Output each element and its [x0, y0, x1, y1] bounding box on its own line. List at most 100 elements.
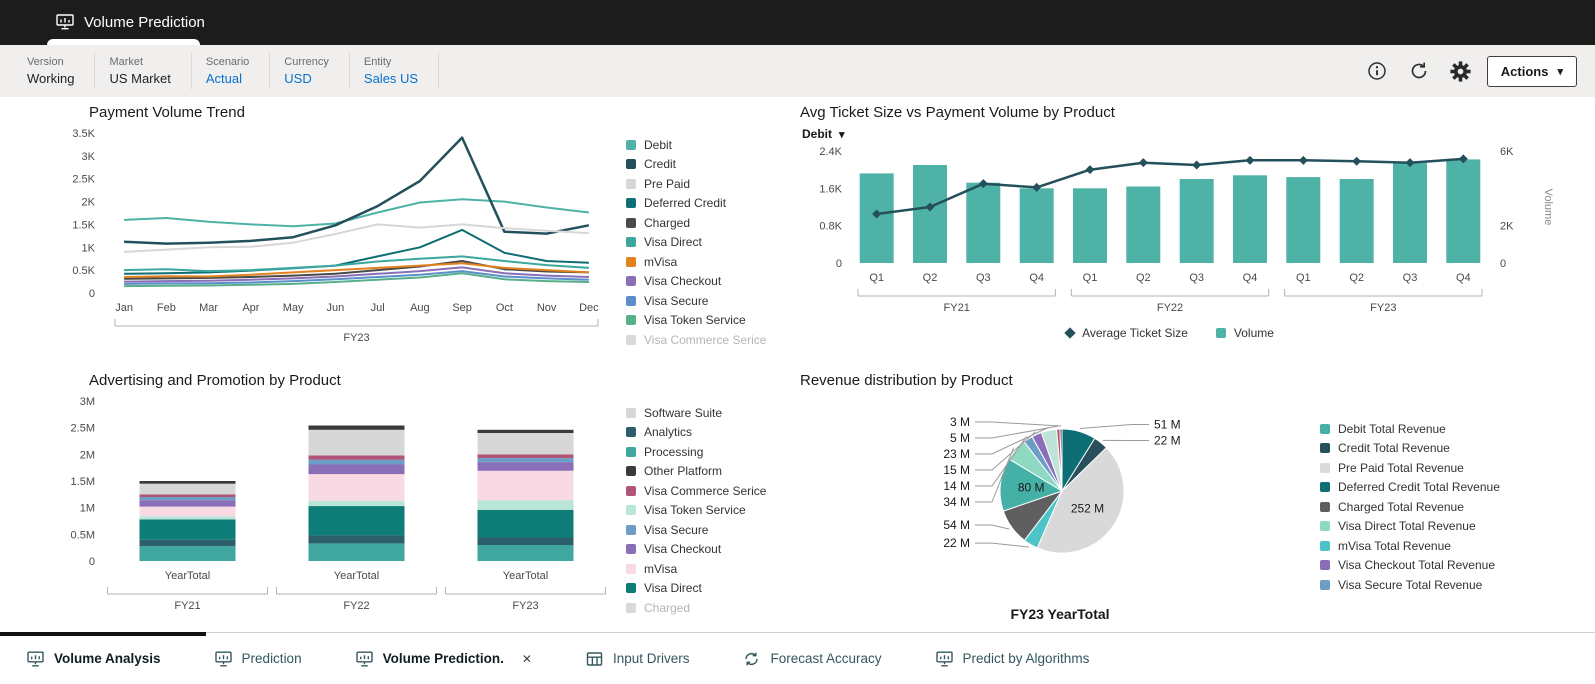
tab-input-drivers[interactable]: Input Drivers	[559, 633, 717, 684]
panel-revenue-distribution: Revenue distribution by Product 252 M 80 …	[800, 368, 1592, 630]
tab-prediction[interactable]: Prediction	[188, 633, 329, 684]
legend-item[interactable]: Credit	[626, 155, 786, 175]
legend-item[interactable]: mVisa Total Revenue	[1320, 536, 1580, 556]
legend-item[interactable]: Visa Checkout	[626, 272, 786, 292]
tab-predict-by-algorithms[interactable]: Predict by Algorithms	[909, 633, 1117, 684]
legend-item[interactable]: Processing	[626, 442, 786, 462]
legend-label: mVisa	[644, 254, 678, 269]
dashboard-icon	[935, 651, 953, 667]
legend-item[interactable]: Other Platform	[626, 462, 786, 482]
legend-swatch	[626, 256, 636, 267]
legend-item[interactable]: Average Ticket Size	[1064, 326, 1188, 340]
info-icon	[1368, 62, 1386, 80]
legend-item[interactable]: Visa Direct Total Revenue	[1320, 517, 1580, 537]
legend-label: Visa Checkout	[644, 542, 722, 557]
legend-item[interactable]: Visa Direct	[626, 233, 786, 253]
svg-text:FY23: FY23	[512, 600, 538, 612]
svg-text:Q2: Q2	[923, 272, 938, 284]
pov-item-scenario[interactable]: Scenario Actual	[192, 53, 271, 89]
svg-text:Nov: Nov	[537, 302, 557, 314]
svg-text:Q3: Q3	[976, 272, 991, 284]
pie-slice[interactable]	[1059, 428, 1063, 492]
legend-swatch	[1320, 560, 1330, 571]
legend-item[interactable]: Visa Commerce Serice	[626, 330, 786, 350]
legend-swatch	[626, 295, 636, 306]
pov-item-version[interactable]: Version Working	[27, 53, 96, 89]
advertising-legend: Software Suite Analytics Processing Other P…	[626, 389, 786, 618]
svg-text:0: 0	[89, 556, 95, 568]
svg-text:YearTotal: YearTotal	[503, 570, 548, 582]
legend-item[interactable]: Software Suite	[626, 403, 786, 423]
svg-text:51 M: 51 M	[1154, 418, 1181, 432]
legend-item[interactable]: Debit Total Revenue	[1320, 419, 1580, 439]
product-filter-dropdown[interactable]: Debit ▾	[802, 127, 872, 141]
pov-value[interactable]: USD	[284, 71, 312, 86]
tab-forecast-accuracy[interactable]: Forecast Accuracy	[716, 633, 908, 684]
legend-item[interactable]: Visa Token Service	[626, 311, 786, 331]
pov-bar: Version Working Market US Market Scenari…	[0, 45, 1595, 97]
legend-item[interactable]: Analytics	[626, 423, 786, 443]
legend-item[interactable]: Deferred Credit Total Revenue	[1320, 478, 1580, 498]
legend-swatch	[1320, 540, 1330, 551]
refresh-button[interactable]	[1403, 55, 1435, 87]
pov-value[interactable]: Working	[27, 71, 75, 86]
legend-item[interactable]: Visa Secure	[626, 520, 786, 540]
tab-label: Forecast Accuracy	[770, 651, 882, 666]
svg-text:Q3: Q3	[1403, 272, 1418, 284]
pov-value[interactable]: US Market	[109, 71, 171, 86]
settings-button[interactable]	[1445, 55, 1477, 87]
tab-close-icon[interactable]: ✕	[521, 651, 532, 666]
pov-item-market[interactable]: Market US Market	[95, 53, 192, 89]
actions-button[interactable]: Actions ▾	[1486, 55, 1577, 87]
legend-item[interactable]: Deferred Credit	[626, 194, 786, 214]
pov-label: Market	[109, 56, 144, 68]
legend-item[interactable]: mVisa	[626, 559, 786, 579]
legend-item[interactable]: Visa Checkout	[626, 540, 786, 560]
forecast-accuracy-icon	[743, 651, 760, 667]
info-button[interactable]	[1361, 55, 1393, 87]
legend-swatch	[626, 505, 636, 516]
legend-item[interactable]: Visa Secure	[626, 291, 786, 311]
pov-value[interactable]: Sales US	[363, 71, 419, 86]
pie-chart[interactable]: 252 M 80 M 3 M 5 M 23 M 15 M 14 M 34 M 54 M 22 M 5…	[800, 395, 1320, 607]
svg-text:0: 0	[89, 288, 95, 300]
pov-item-entity[interactable]: Entity Sales US	[350, 53, 440, 89]
legend-item[interactable]: Debit	[626, 135, 786, 155]
legend-item[interactable]: Visa Secure Total Revenue	[1320, 575, 1580, 595]
pov-value[interactable]: Actual	[205, 71, 242, 86]
pie-slice[interactable]	[1036, 446, 1125, 554]
combo-chart[interactable]: 0 0.8K 1.6K 2.4K 0 2K 6K Volume Q1 Q2 Q3 Q4 Q1 Q2 Q3 Q4…	[800, 141, 1570, 319]
legend-label: Visa Checkout	[644, 274, 722, 289]
svg-text:22 M: 22 M	[1154, 434, 1181, 448]
legend-item[interactable]: Charged	[626, 213, 786, 233]
legend-swatch	[626, 237, 636, 248]
tab-volume-prediction[interactable]: Volume Prediction. ✕	[329, 633, 559, 684]
legend-item[interactable]: Charged Total Revenue	[1320, 497, 1580, 517]
legend-item[interactable]: Visa Direct	[626, 579, 786, 599]
svg-text:0.5M: 0.5M	[71, 529, 95, 541]
svg-text:6K: 6K	[1500, 146, 1514, 158]
legend-label: Debit Total Revenue	[1338, 421, 1446, 436]
legend-label: Visa Direct	[644, 581, 702, 596]
tab-label: Volume Prediction.	[382, 651, 504, 666]
svg-text:YearTotal: YearTotal	[334, 570, 379, 582]
legend-item[interactable]: Visa Checkout Total Revenue	[1320, 556, 1580, 576]
pie-caption: FY23 YearTotal	[1010, 606, 1110, 622]
tab-volume-analysis[interactable]: Volume Analysis	[0, 633, 188, 684]
panel-title: Revenue distribution by Product	[800, 372, 1013, 389]
stacked-bar-chart[interactable]: 0 0.5M 1M 1.5M 2M 2.5M 3M YearTotal FY21 YearTota…	[55, 389, 620, 621]
svg-text:2K: 2K	[82, 197, 96, 209]
svg-text:80 M: 80 M	[1018, 481, 1045, 495]
legend-item[interactable]: Credit Total Revenue	[1320, 439, 1580, 459]
legend-item[interactable]: mVisa	[626, 252, 786, 272]
legend-item[interactable]: Volume	[1215, 326, 1274, 340]
actions-caret-icon: ▾	[1557, 65, 1563, 78]
legend-item[interactable]: Pre Paid Total Revenue	[1320, 458, 1580, 478]
app-title: Volume Prediction	[84, 14, 205, 31]
pov-item-currency[interactable]: Currency USD	[270, 53, 350, 89]
legend-item[interactable]: Pre Paid	[626, 174, 786, 194]
legend-item[interactable]: Charged	[626, 598, 786, 618]
trend-chart[interactable]: 0 0.5K 1K 1.5K 2K 2.5K 3K 3.5K Jan Feb Mar Apr May Ju…	[55, 121, 620, 353]
legend-item[interactable]: Visa Commerce Serice	[626, 481, 786, 501]
legend-item[interactable]: Visa Token Service	[626, 501, 786, 521]
